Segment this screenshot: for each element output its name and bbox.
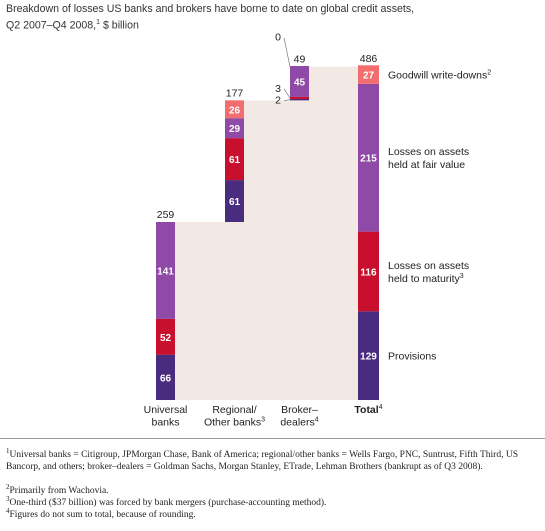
footnote-text: Figures do not sum to total, because of … [9,510,196,521]
footnote-mark: 3 [6,495,10,503]
category-footnote-mark: 4 [379,404,383,411]
bar-total-label: 49 [294,54,306,66]
footnote-text: One-third ($37 billion) was forced by ba… [9,498,327,509]
callout-value-label: 0 [275,32,281,44]
bar-segment [290,66,309,97]
footnote: 1Universal banks = Citigroup, JPMorgan C… [6,446,541,473]
legend-label: held to maturity3 [388,273,464,285]
footnote-divider [0,438,545,439]
connector-bands [156,66,358,400]
category-label: dealers4 [280,417,318,429]
category-footnote-mark: 4 [315,417,319,424]
category-label: Other banks3 [204,417,265,429]
legend-footnote-mark: 2 [487,70,491,77]
bar-segment [156,354,175,400]
callout-value-label: 2 [275,95,281,107]
connector-band [225,100,358,223]
segment-value-label: 26 [229,105,241,116]
segment-value-label: 215 [360,154,377,165]
legend-label: held at fair value [388,159,465,171]
bar-total-label: 486 [360,53,378,65]
bar-total-label: 177 [226,87,244,99]
legend-label: Goodwill write-downs2 [388,70,491,82]
bar-group: 66 52 141 259 [156,209,175,400]
bar-total-label: 259 [157,209,175,221]
legend-footnote-mark: 3 [460,273,464,280]
bar-segment [225,138,244,181]
callout-leader-line [283,99,291,102]
callout-leader-line [283,88,291,99]
callout-leader-line [283,37,291,67]
bar-segment [225,100,244,119]
stacked-bar-chart: 66 52 141 259 61 61 29 26 177 45 49 129 116 215 27 486 2… [144,32,492,429]
footnote-text: Universal banks = Citigroup, JPMorgan Ch… [6,450,518,472]
bar-group: 45 49 [290,54,309,101]
category-label: Broker– [281,404,318,416]
bar-segment [358,311,379,400]
category-label: banks [151,417,179,429]
segment-value-label: 129 [360,352,377,363]
bar-segment [290,96,309,99]
legend-label: Provisions [388,351,436,363]
callout-value-label: 3 [275,83,281,95]
segment-value-label: 52 [160,333,172,344]
bar-segment [290,98,309,101]
bar-group: 61 61 29 26 177 [225,87,244,223]
bar-segment [358,65,379,84]
category-label: Total4 [354,404,382,416]
segment-value-label: 116 [360,267,377,278]
segment-value-label: 45 [294,77,306,88]
footnote: 3One-third ($37 billion) was forced by b… [6,494,541,510]
segment-value-label: 66 [160,373,172,384]
category-label: Universal [144,404,188,416]
segment-value-label: 141 [157,266,174,277]
bar-segment [358,83,379,232]
bar-group: 129 116 215 27 486 [358,53,379,400]
bar-segment [156,318,175,355]
bar-segment [358,231,379,312]
segment-value-label: 29 [229,124,241,135]
footnote: 2Primarily from Wachovia. [6,482,541,498]
footnote-mark: 2 [6,483,10,491]
segment-value-label: 61 [229,155,241,166]
segment-value-label: 61 [229,197,241,208]
segment-value-label: 27 [363,71,375,82]
connector-band [156,222,358,400]
category-footnote-mark: 3 [261,417,265,424]
footnote-text: Primarily from Wachovia. [9,486,109,497]
chart-title: Breakdown of losses US banks and brokers… [6,2,426,33]
chart-title-unit: $ billion [100,19,139,32]
bar-segment [225,118,244,139]
chart-title-text: Breakdown of losses US banks and brokers… [6,3,415,32]
footnote: 4Figures do not sum to total, because of… [6,506,541,522]
chart-title-footnote-mark: 1 [96,19,101,26]
bar-segment [156,222,175,319]
bar-segment [225,180,244,223]
footnote-mark: 4 [6,507,10,515]
legend-label: Losses on assets [388,260,469,272]
footnote-mark: 1 [6,447,10,455]
category-label: Regional/ [212,404,256,416]
legend-label: Losses on assets [388,146,469,158]
